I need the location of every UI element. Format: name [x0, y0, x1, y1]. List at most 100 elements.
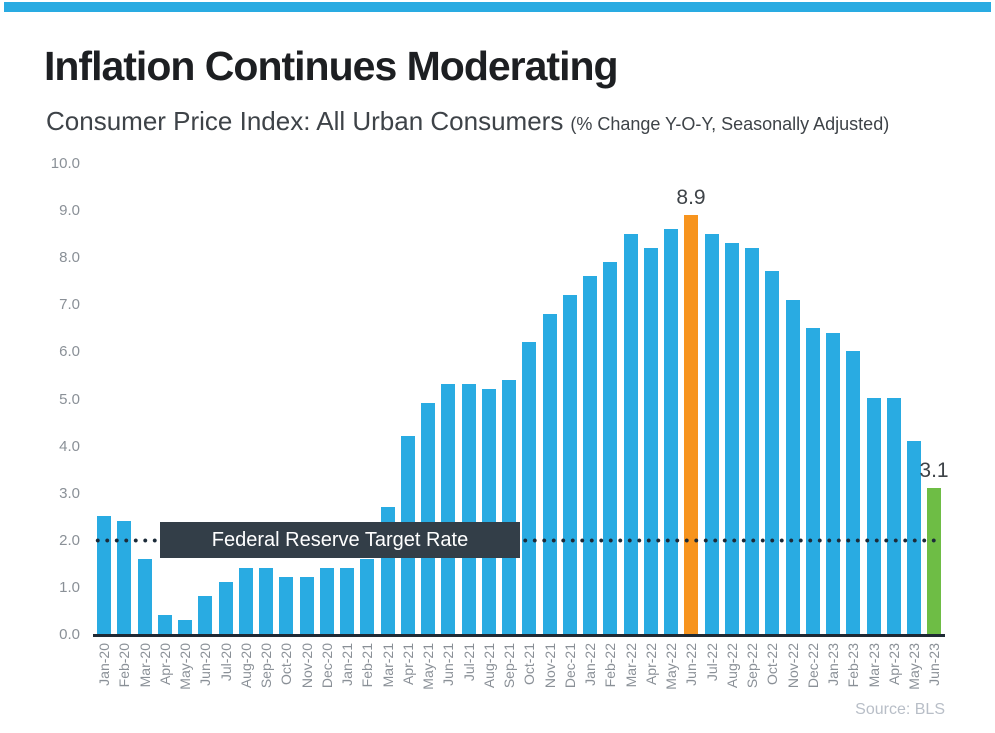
chart-bar-Oct-21	[522, 342, 536, 634]
x-tick-label: May-20	[177, 643, 193, 690]
chart-bar-Feb-23	[846, 351, 860, 634]
bar-data-label: 8.9	[676, 186, 706, 209]
x-tick-label: Jan-22	[582, 643, 598, 686]
chart-bar-Apr-23	[887, 398, 901, 634]
x-tick-label: Dec-22	[805, 643, 821, 689]
x-tick-label: Feb-20	[116, 643, 132, 688]
x-tick-label: Feb-23	[845, 643, 861, 688]
x-tick-label: Mar-20	[137, 643, 153, 688]
x-tick-label: Jan-20	[96, 643, 112, 686]
chart-bar-Mar-20	[138, 559, 152, 634]
chart-subtitle: Consumer Price Index: All Urban Consumer…	[46, 106, 889, 137]
chart-bar-May-21	[421, 403, 435, 634]
x-tick-label: Feb-21	[359, 643, 375, 688]
x-tick-label: Mar-21	[380, 643, 396, 688]
y-tick-label: 9.0	[59, 202, 80, 219]
chart-bar-May-20	[178, 620, 192, 634]
x-tick-label: Mar-23	[866, 643, 882, 688]
y-tick-label: 10.0	[50, 155, 80, 172]
x-axis-line	[93, 634, 945, 637]
x-tick-label: Apr-20	[157, 643, 173, 686]
bar-data-label: 3.1	[919, 459, 949, 482]
chart-bar-May-23	[907, 441, 921, 634]
chart-bar-Feb-20	[117, 521, 131, 634]
x-tick-label: Sep-21	[501, 643, 517, 689]
chart-bar-Jan-21	[340, 568, 354, 634]
chart-bar-Aug-20	[239, 568, 253, 634]
chart-bar-Jan-22	[583, 276, 597, 634]
chart-bar-Oct-22	[765, 271, 779, 634]
chart-bar-Jun-20	[198, 596, 212, 634]
x-tick-label: Jul-20	[218, 643, 234, 682]
x-tick-label: Aug-20	[238, 643, 254, 689]
chart-bar-Jun-21	[441, 384, 455, 634]
y-tick-label: 0.0	[59, 626, 80, 643]
chart-bar-Mar-22	[624, 234, 638, 634]
x-tick-label: Apr-22	[643, 643, 659, 686]
chart-bar-Nov-21	[543, 314, 557, 634]
chart-bar-Sep-20	[259, 568, 273, 634]
accent-strip	[4, 2, 991, 12]
x-tick-label: Sep-20	[258, 643, 274, 689]
y-tick-label: 3.0	[59, 485, 80, 502]
target-rate-label: Federal Reserve Target Rate	[211, 529, 469, 551]
y-tick-label: 2.0	[59, 532, 80, 549]
x-tick-label: Dec-20	[319, 643, 335, 689]
chart-bar-Apr-20	[158, 615, 172, 634]
chart-bar-Jan-23	[826, 333, 840, 634]
y-tick-label: 6.0	[59, 343, 80, 360]
chart-bar-May-22	[664, 229, 678, 634]
chart-bar-Mar-23	[867, 398, 881, 634]
chart-bar-Jul-22	[705, 234, 719, 634]
x-tick-label: Apr-23	[886, 643, 902, 686]
chart-bar-Jul-20	[219, 582, 233, 634]
y-tick-label: 5.0	[59, 391, 80, 408]
chart-bar-Nov-22	[786, 300, 800, 634]
x-tick-label: Nov-22	[785, 643, 801, 689]
x-tick-label: Jul-21	[461, 643, 477, 682]
x-tick-label: Nov-20	[299, 643, 315, 689]
plot-area: Federal Reserve Target Rate Jan-20 Feb-20…	[93, 164, 949, 690]
chart-bar-Jul-21	[462, 384, 476, 634]
x-tick-label: Mar-22	[623, 643, 639, 688]
x-tick-label: Jan-21	[339, 643, 355, 686]
chart-bar-Dec-22	[806, 328, 820, 634]
x-tick-label: Jun-22	[683, 643, 699, 686]
x-tick-label: May-21	[420, 643, 436, 690]
x-tick-label: Aug-21	[481, 643, 497, 689]
y-tick-label: 4.0	[59, 438, 80, 455]
x-tick-label: Nov-21	[542, 643, 558, 689]
chart-bar-Feb-22	[603, 262, 617, 634]
y-tick-label: 7.0	[59, 296, 80, 313]
x-tick-label: May-22	[663, 643, 679, 690]
y-tick-label: 1.0	[59, 579, 80, 596]
chart-bar-Nov-20	[300, 577, 314, 634]
subtitle-main: Consumer Price Index: All Urban Consumer…	[46, 106, 564, 136]
x-tick-label: Jan-23	[825, 643, 841, 686]
x-tick-label: Oct-20	[278, 643, 294, 686]
x-tick-label: Apr-21	[400, 643, 416, 686]
page-title: Inflation Continues Moderating	[44, 43, 619, 89]
chart-bar-Jan-20	[97, 516, 111, 634]
subtitle-note: (% Change Y-O-Y, Seasonally Adjusted)	[570, 114, 890, 134]
chart-bar-Dec-20	[320, 568, 334, 634]
target-rate-annotation-box: Federal Reserve Target Rate	[160, 522, 520, 558]
x-tick-label: Feb-22	[602, 643, 618, 688]
chart-bar-Feb-21	[360, 559, 374, 634]
chart-bar-Oct-20	[279, 577, 293, 634]
chart-bar-Sep-21	[502, 380, 516, 634]
x-tick-label: May-23	[906, 643, 922, 690]
chart-bar-Jun-22	[684, 215, 698, 634]
y-axis-labels: 0.0 1.0 2.0 3.0 4.0 5.0 6.0 7.0 8.0 9.0 10.0	[20, 155, 80, 644]
x-tick-label: Aug-22	[724, 643, 740, 689]
chart-bar-Aug-22	[725, 243, 739, 634]
x-tick-label: Dec-21	[562, 643, 578, 689]
x-tick-label: Oct-22	[764, 643, 780, 686]
source-caption: Source: BLS	[855, 701, 945, 718]
x-tick-label: Jul-22	[704, 643, 720, 682]
x-tick-label: Sep-22	[744, 643, 760, 689]
chart-bar-Jun-23	[927, 488, 941, 634]
chart-bar-Sep-22	[745, 248, 759, 634]
